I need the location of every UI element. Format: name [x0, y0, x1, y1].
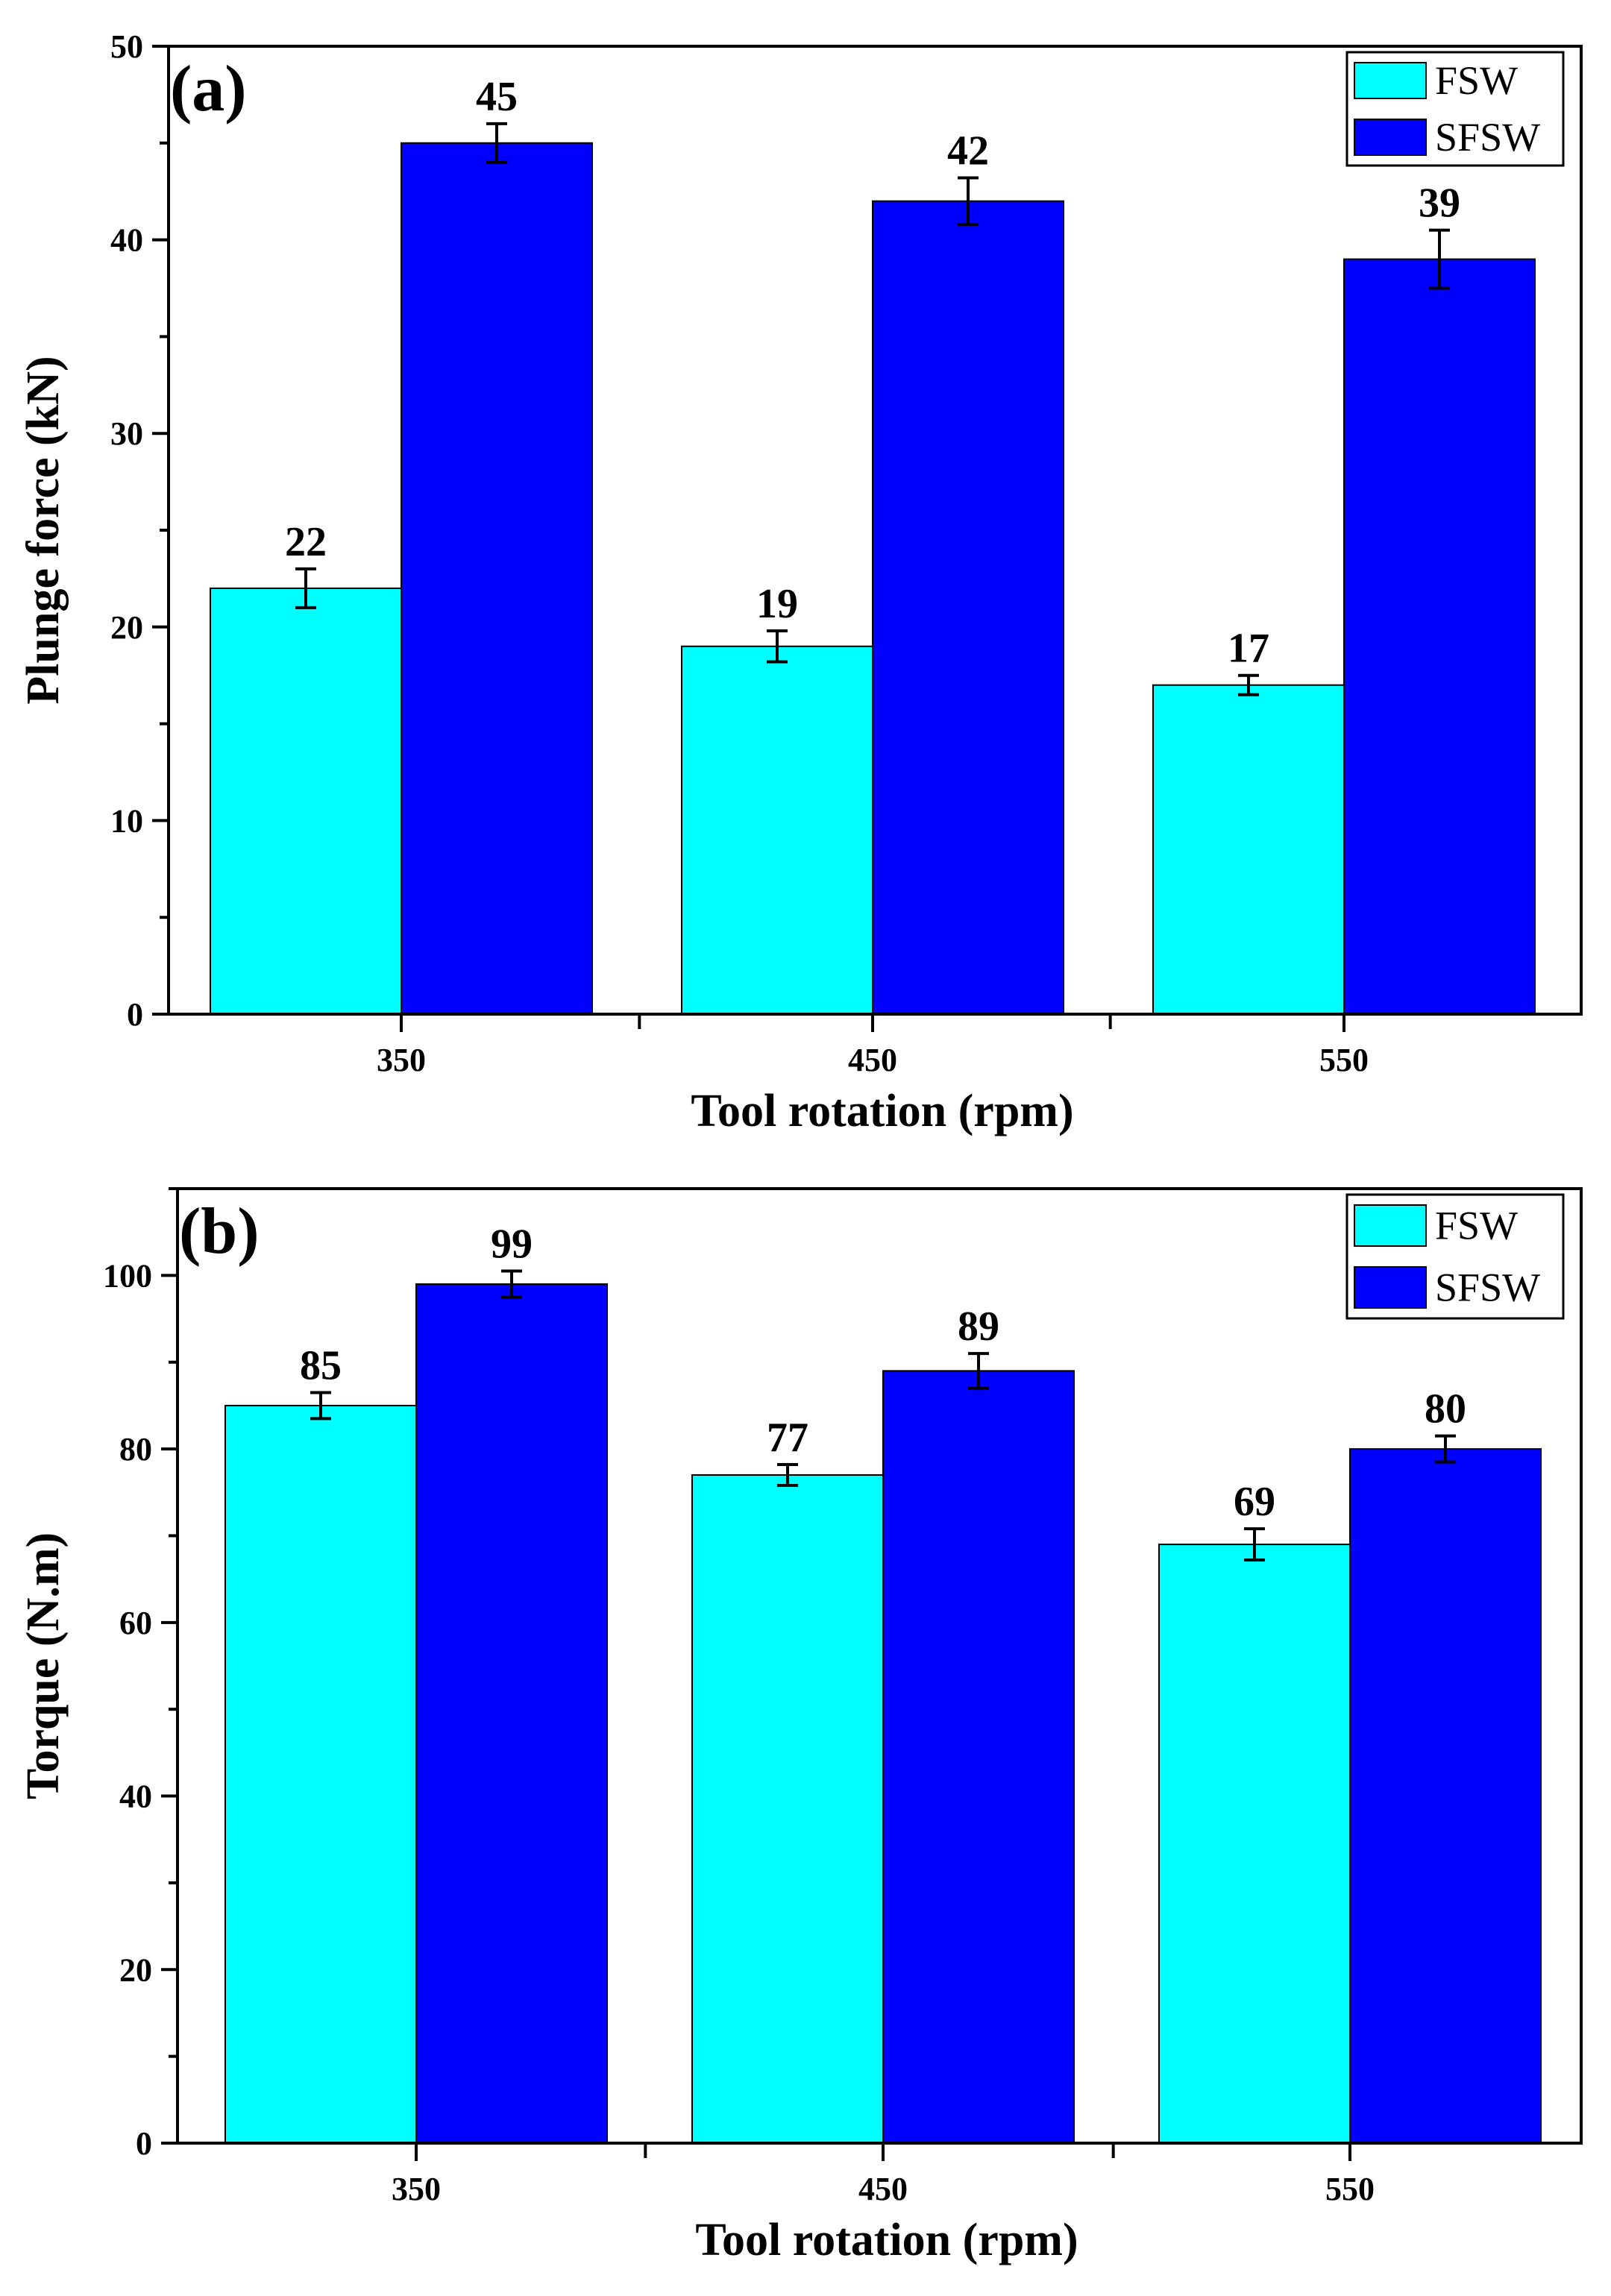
panel-label: (b) — [179, 1195, 260, 1268]
bar-sfsw-350 — [401, 142, 593, 1015]
legend-label-sfsw: SFSW — [1435, 1265, 1540, 1310]
data-label-fsw-350: 85 — [300, 1342, 342, 1388]
legend-label-fsw: FSW — [1435, 1204, 1518, 1248]
legend-swatch-sfsw — [1354, 119, 1427, 156]
data-label-sfsw-450: 42 — [947, 128, 989, 174]
error-bar-fsw-350 — [295, 567, 316, 609]
bar-sfsw-550 — [1343, 258, 1536, 1015]
y-tick-label: 20 — [110, 609, 143, 646]
y-tick-label: 30 — [110, 415, 143, 452]
error-bar-sfsw-550 — [1435, 1434, 1456, 1464]
data-label-sfsw-450: 89 — [958, 1303, 999, 1350]
bar-sfsw-550 — [1349, 1448, 1542, 2145]
x-axis-title: Tool rotation (rpm) — [691, 1086, 1073, 1136]
legend-swatch-sfsw — [1354, 1266, 1427, 1309]
plot-border — [176, 1187, 1583, 2145]
bar-fsw-450 — [691, 1474, 884, 2144]
legend: FSW SFSW — [1345, 51, 1565, 167]
y-tick-label: 50 — [110, 28, 143, 65]
y-axis-title: Plunge force (kN) — [18, 356, 69, 704]
y-tick-label: 40 — [110, 222, 143, 259]
data-label-fsw-350: 22 — [285, 519, 327, 565]
panel-label: (a) — [170, 53, 247, 125]
data-label-sfsw-550: 80 — [1425, 1386, 1466, 1432]
error-bar-sfsw-350 — [501, 1269, 522, 1299]
data-label-sfsw-350: 45 — [476, 74, 518, 120]
error-bar-fsw-450 — [767, 629, 788, 664]
error-bar-fsw-550 — [1238, 673, 1259, 696]
data-label-fsw-450: 19 — [756, 581, 798, 627]
y-tick-label: 0 — [136, 2125, 152, 2162]
error-bar-sfsw-550 — [1429, 228, 1450, 290]
bar-fsw-350 — [224, 1404, 417, 2144]
legend-label-fsw: FSW — [1435, 58, 1518, 103]
legend-label-sfsw: SFSW — [1435, 115, 1540, 160]
bar-fsw-550 — [1158, 1544, 1351, 2144]
y-tick-label: 40 — [119, 1778, 152, 1815]
y-tick-label: 10 — [110, 802, 143, 839]
data-label-sfsw-350: 99 — [491, 1221, 533, 1268]
axes-frame — [176, 1187, 1583, 2145]
bar-fsw-450 — [681, 645, 873, 1015]
data-label-sfsw-550: 39 — [1419, 180, 1460, 227]
bar-fsw-550 — [1152, 684, 1345, 1015]
y-axis-title: Torque (N.m) — [18, 1532, 69, 1799]
legend: FSW SFSW — [1345, 1193, 1565, 1320]
x-tick-label-550: 550 — [1319, 1042, 1369, 1078]
error-bar-sfsw-450 — [968, 1352, 989, 1390]
error-bar-fsw-450 — [777, 1463, 798, 1487]
data-label-fsw-550: 17 — [1228, 626, 1269, 672]
x-tick-label-450: 450 — [848, 1042, 897, 1078]
data-label-fsw-550: 69 — [1234, 1479, 1275, 1525]
bar-sfsw-450 — [872, 200, 1064, 1015]
y-tick-label: 0 — [127, 996, 143, 1033]
y-tick-label: 80 — [119, 1431, 152, 1468]
y-tick-label: 100 — [103, 1257, 152, 1294]
error-bar-sfsw-350 — [486, 122, 507, 164]
chart-panel-a: 22 45 19 42 17 39 0 10 20 30 40 50 350 450 550 Tool rot… — [18, 28, 1583, 1136]
error-bar-fsw-550 — [1244, 1527, 1265, 1562]
y-tick-label: 20 — [119, 1951, 152, 1988]
x-tick-label-350: 350 — [392, 2171, 441, 2207]
legend-swatch-fsw — [1354, 1204, 1427, 1247]
x-axis-title: Tool rotation (rpm) — [695, 2215, 1078, 2265]
legend-swatch-fsw — [1354, 62, 1427, 99]
x-tick-label-550: 550 — [1325, 2171, 1375, 2207]
x-tick-label-350: 350 — [377, 1042, 426, 1078]
error-bar-sfsw-450 — [958, 176, 979, 226]
data-label-fsw-450: 77 — [767, 1415, 808, 1461]
chart-panel-b: 85 99 77 89 69 80 0 20 40 60 80 100 350 450 550 Tool ro… — [18, 1187, 1583, 2265]
bar-sfsw-350 — [415, 1283, 608, 2144]
y-tick-label: 60 — [119, 1605, 152, 1641]
x-tick-label-450: 450 — [858, 2171, 908, 2207]
error-bar-fsw-350 — [310, 1391, 331, 1421]
bar-fsw-350 — [210, 587, 402, 1015]
bar-sfsw-450 — [882, 1370, 1075, 2144]
